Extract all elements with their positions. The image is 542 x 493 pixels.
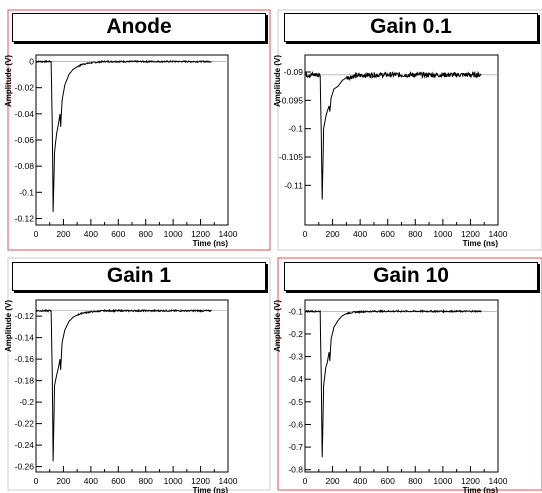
panel-frame	[7, 9, 271, 251]
y-tick-label: -0.09	[284, 67, 304, 77]
x-tick-label: 0	[34, 229, 39, 239]
x-axis-label: Time (ns)	[193, 486, 229, 493]
x-tick-label: 600	[381, 476, 395, 486]
x-tick-label: 600	[381, 229, 395, 239]
x-axis-label: Time (ns)	[463, 486, 499, 493]
y-tick-label: -0.2	[288, 329, 303, 339]
x-tick-label: 200	[56, 476, 70, 486]
y-tick-label: -0.8	[288, 465, 303, 475]
chart-title: Anode	[12, 13, 266, 42]
y-tick-label: -0.105	[279, 152, 303, 162]
y-tick-label: -0.095	[279, 95, 303, 105]
series-line	[35, 308, 212, 462]
chart-title: Gain 0.1	[284, 13, 538, 42]
y-tick-label: 0	[29, 57, 34, 67]
y-axis-label: Amplitude (V)	[273, 300, 282, 352]
x-tick-label: 0	[34, 476, 39, 486]
y-tick-label: -0.11	[284, 180, 303, 190]
y-tick-label: -0.6	[288, 419, 303, 429]
y-tick-label: -0.12	[15, 311, 35, 321]
y-axis-label: Amplitude (V)	[4, 55, 13, 107]
x-tick-label: 1400	[489, 476, 508, 486]
y-tick-label: -0.04	[15, 109, 35, 119]
y-axis-label: Amplitude (V)	[4, 300, 13, 352]
y-tick-label: -0.3	[288, 352, 303, 362]
y-tick-label: -0.26	[15, 462, 35, 472]
x-tick-label: 1400	[219, 476, 238, 486]
x-tick-label: 0	[303, 476, 308, 486]
x-tick-label: 800	[408, 229, 422, 239]
x-tick-label: 400	[84, 476, 98, 486]
x-tick-label: 1000	[164, 229, 183, 239]
x-tick-label: 1400	[219, 229, 238, 239]
y-tick-label: -0.06	[15, 135, 35, 145]
x-tick-label: 400	[353, 229, 367, 239]
y-tick-label: -0.2	[19, 397, 34, 407]
x-tick-label: 200	[56, 229, 70, 239]
x-tick-label: 1200	[461, 476, 480, 486]
x-tick-label: 1000	[164, 476, 183, 486]
x-tick-label: 1000	[433, 476, 452, 486]
y-tick-label: -0.24	[15, 440, 35, 450]
x-tick-label: 400	[84, 229, 98, 239]
y-tick-label: -0.5	[288, 397, 303, 407]
series-line	[304, 70, 482, 200]
x-tick-label: 600	[111, 476, 125, 486]
panel-frame	[7, 257, 271, 491]
panel-frame	[277, 257, 542, 491]
y-tick-label: -0.16	[15, 354, 35, 364]
y-tick-label: -0.18	[15, 376, 35, 386]
x-axis-label: Time (ns)	[193, 239, 229, 248]
x-tick-label: 400	[353, 476, 367, 486]
y-tick-label: -0.7	[288, 442, 303, 452]
y-tick-label: -0.1	[19, 187, 34, 197]
chart-title: Gain 10	[284, 262, 538, 291]
y-tick-label: -0.1	[288, 124, 303, 134]
y-tick-label: -0.1	[288, 306, 303, 316]
x-tick-label: 1200	[461, 229, 480, 239]
x-tick-label: 1200	[191, 229, 210, 239]
x-tick-label: 0	[303, 229, 308, 239]
series-line	[304, 308, 482, 458]
x-tick-label: 1400	[489, 229, 508, 239]
series-line	[35, 59, 212, 212]
y-tick-label: -0.14	[15, 333, 35, 343]
x-tick-label: 800	[139, 476, 153, 486]
y-tick-label: -0.08	[15, 161, 35, 171]
y-tick-label: -0.22	[15, 419, 35, 429]
x-tick-label: 200	[325, 229, 339, 239]
y-tick-label: -0.02	[15, 83, 35, 93]
y-axis-label: Amplitude (V)	[273, 55, 282, 107]
y-tick-label: -0.12	[15, 213, 35, 223]
y-tick-label: -0.4	[288, 374, 303, 384]
x-tick-label: 200	[325, 476, 339, 486]
x-tick-label: 1000	[433, 229, 452, 239]
x-tick-label: 800	[408, 476, 422, 486]
chart-title: Gain 1	[12, 262, 266, 291]
x-tick-label: 800	[139, 229, 153, 239]
x-tick-label: 600	[111, 229, 125, 239]
x-tick-label: 1200	[191, 476, 210, 486]
x-axis-label: Time (ns)	[463, 239, 499, 248]
